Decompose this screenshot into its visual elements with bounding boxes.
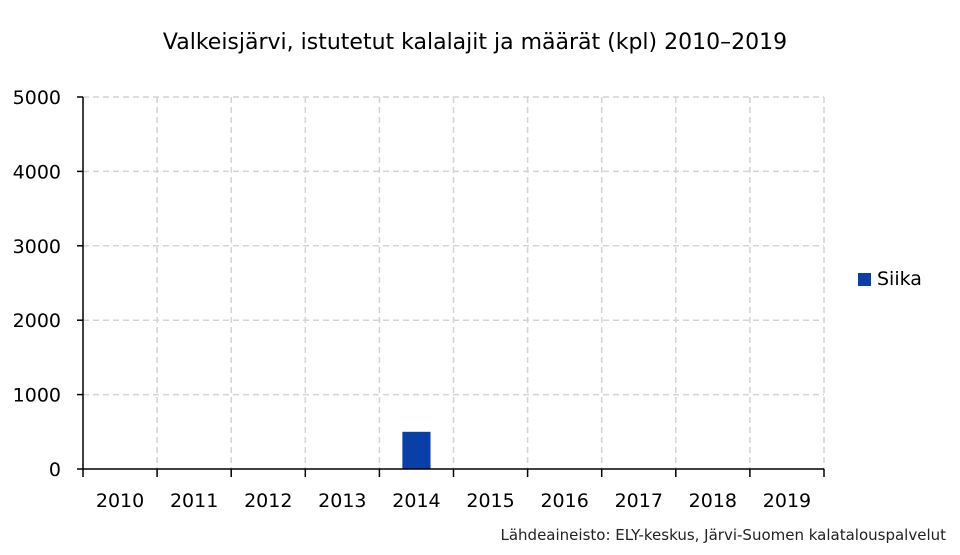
x-tick-label: 2012 xyxy=(244,490,292,512)
legend-swatch-siika xyxy=(858,272,871,286)
y-tick-label: 3000 xyxy=(13,236,61,258)
x-tick-label: 2013 xyxy=(318,490,366,512)
x-tick-label: 2014 xyxy=(392,490,440,512)
legend-label-siika: Siika xyxy=(877,268,922,290)
source-note: Lähdeaineisto: ELY-keskus, Järvi-Suomen … xyxy=(500,526,947,544)
y-tick-label: 5000 xyxy=(13,87,61,109)
y-tick-label: 2000 xyxy=(13,310,61,332)
x-tick-label: 2015 xyxy=(466,490,514,512)
chart-title: Valkeisjärvi, istutetut kalalajit ja mää… xyxy=(162,30,788,55)
x-tick-label: 2017 xyxy=(615,490,663,512)
x-tick-label: 2016 xyxy=(540,490,588,512)
x-tick-label: 2019 xyxy=(763,490,811,512)
tick-labels: 0 1000 2000 3000 4000 5000 2010 2011 2012 2013 201… xyxy=(13,87,811,512)
y-tick-label: 0 xyxy=(49,459,61,481)
x-tick-label: 2011 xyxy=(170,490,218,512)
y-tick-label: 1000 xyxy=(13,385,61,407)
bar-2014 xyxy=(402,431,431,469)
x-tick-label: 2010 xyxy=(96,490,144,512)
y-tick-label: 4000 xyxy=(13,161,61,183)
axes xyxy=(77,96,825,477)
x-tick-label: 2018 xyxy=(689,490,737,512)
grid-lines xyxy=(83,96,825,469)
legend: Siika xyxy=(858,268,922,290)
bars xyxy=(402,431,431,469)
